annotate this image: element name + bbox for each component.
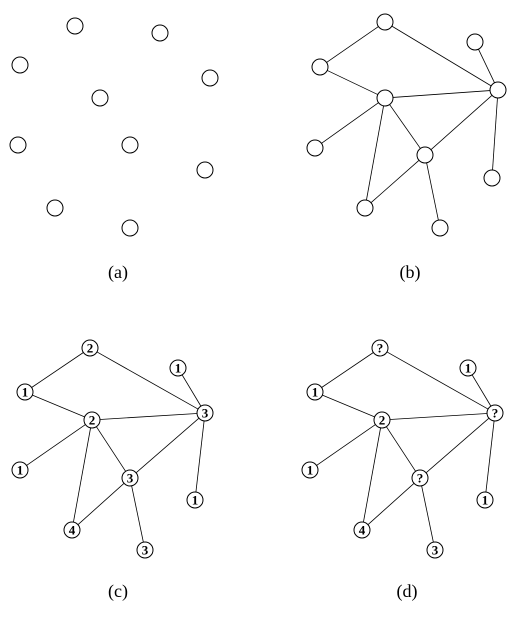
- graph-node: [312, 59, 328, 75]
- panel-c: 2 1 1 3 2 1 3 1 4 3 (c): [12, 340, 213, 602]
- panel-label-b: (b): [400, 262, 421, 283]
- graph-edge: [393, 91, 490, 98]
- panel-b: (b): [307, 14, 506, 283]
- graph-edge: [387, 352, 488, 409]
- graph-node: [377, 90, 393, 106]
- graph-edge: [322, 103, 379, 144]
- graph-node: [10, 137, 26, 153]
- graph-node: [202, 70, 218, 86]
- graph-node-label: 2: [379, 413, 386, 428]
- graph-node-label: 1: [22, 385, 29, 400]
- graph-edge: [486, 421, 494, 492]
- graph-node: [152, 25, 168, 41]
- graph-node: [67, 18, 83, 34]
- graph-node-label: 1: [192, 493, 199, 508]
- graph-node-label: 2: [89, 413, 96, 428]
- graph-node: [490, 82, 506, 98]
- graph-node-label: 2: [87, 341, 94, 356]
- graph-edge: [327, 27, 379, 63]
- panel-b-edges: [322, 26, 498, 220]
- panel-b-nodes: [307, 14, 506, 236]
- graph-node: [417, 147, 433, 163]
- graph-edge: [366, 106, 383, 200]
- graph-node: [197, 162, 213, 178]
- graph-node-label: 4: [69, 523, 76, 538]
- graph-edge: [32, 352, 84, 387]
- graph-node-label: 3: [202, 406, 209, 421]
- graph-node-label: 1: [175, 361, 182, 376]
- graph-edge: [368, 483, 414, 524]
- graph-node-label: 1: [312, 385, 319, 400]
- graph-edge: [426, 418, 489, 473]
- graph-edge: [96, 427, 125, 472]
- graph-node-label: ?: [492, 406, 499, 421]
- graph-node-label: 1: [307, 463, 314, 478]
- panel-d: ? 1 1? 2 1? 1 4 3 (d): [302, 340, 503, 602]
- panel-c-edges: [27, 352, 205, 542]
- graph-node: [92, 90, 108, 106]
- graph-edge: [390, 413, 487, 419]
- graph-edge: [322, 352, 374, 387]
- graph-edge: [390, 105, 421, 149]
- graph-edge: [196, 421, 204, 492]
- graph-node: [357, 200, 373, 216]
- graph-node-label: 1: [465, 361, 472, 376]
- graph-node-label: 1: [17, 463, 24, 478]
- graph-node: [467, 34, 483, 50]
- graph-node-label: ?: [377, 341, 384, 356]
- graph-edge: [493, 98, 498, 170]
- graph-node: [377, 14, 393, 30]
- graph-edge: [427, 163, 439, 220]
- graph-edge: [422, 486, 434, 542]
- graph-node-label: ?: [417, 471, 424, 486]
- graph-edge: [431, 95, 492, 149]
- graph-edge: [73, 428, 90, 522]
- panel-label-d: (d): [397, 581, 418, 602]
- graph-edge: [32, 395, 84, 417]
- graph-node: [484, 170, 500, 186]
- panel-d-edges: [317, 352, 495, 542]
- graph-edge: [322, 395, 374, 417]
- graph-node-label: 1: [482, 493, 489, 508]
- panel-label-a: (a): [108, 262, 128, 283]
- graph-edge: [371, 160, 419, 202]
- graph-edge: [100, 413, 197, 419]
- graph-node-label: 3: [127, 471, 134, 486]
- panel-label-c: (c): [108, 581, 128, 602]
- graph-edge: [27, 425, 86, 466]
- graph-edge: [78, 483, 124, 524]
- panel-d-nodes: ? 1 1? 2 1? 1 4 3: [302, 340, 503, 558]
- graph-node: [122, 137, 138, 153]
- graph-node: [47, 200, 63, 216]
- graph-edge: [97, 352, 198, 409]
- panel-a-nodes: [10, 18, 218, 236]
- graph-edge: [478, 49, 494, 83]
- graph-node: [432, 220, 448, 236]
- graph-edge: [136, 418, 199, 473]
- graph-node: [122, 220, 138, 236]
- graph-edge: [317, 425, 376, 466]
- panel-c-nodes: 2 1 1 3 2 1 3 1 4 3: [12, 340, 213, 558]
- graph-node-label: 3: [142, 543, 149, 558]
- graph-edge: [132, 486, 144, 542]
- graph-node-label: 4: [359, 523, 366, 538]
- graph-node: [307, 140, 323, 156]
- graph-node: [12, 57, 28, 73]
- graph-edge: [363, 428, 380, 522]
- panel-a: (a): [10, 18, 218, 283]
- graph-edge: [327, 70, 378, 94]
- graph-edge: [386, 427, 415, 472]
- graph-node-label: 3: [432, 543, 439, 558]
